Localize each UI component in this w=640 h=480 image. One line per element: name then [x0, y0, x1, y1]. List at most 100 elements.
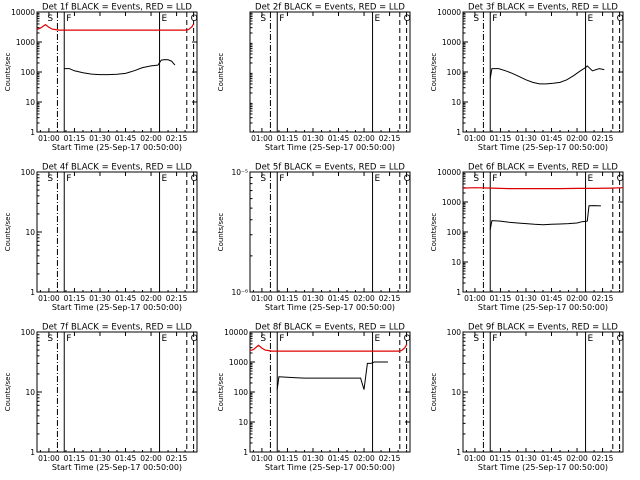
marker-letter-e: E — [588, 334, 594, 344]
x-tick-label: 01:30 — [302, 294, 324, 303]
detector-panel-3: Det 3f BLACK = Events, RED = LLD 01:00 01:… — [430, 3, 624, 153]
x-axis-label: Start Time (25-Sep-17 00:50:00) — [478, 463, 608, 472]
y-tick-label: 100 — [447, 328, 462, 337]
y-tick-label: 1 — [30, 128, 35, 137]
marker-letter-s: S — [47, 174, 53, 184]
marker-letter-o: O — [404, 334, 411, 344]
x-tick-label: 02:00 — [140, 454, 162, 463]
marker-letter-o: O — [404, 174, 411, 184]
series-events-line — [64, 59, 176, 76]
x-axis-label: Start Time (25-Sep-17 00:50:00) — [265, 143, 395, 152]
y-axis-label: Counts/sec — [4, 53, 12, 92]
detector-panel-7: Det 7f BLACK = Events, RED = LLD 01:00 01:… — [4, 323, 198, 473]
series-lld-line — [36, 23, 195, 31]
y-tick-label: 1 — [456, 288, 461, 297]
marker-letter-s: S — [260, 174, 266, 184]
x-tick-label: 01:45 — [541, 134, 563, 143]
x-tick-label: 01:45 — [328, 454, 350, 463]
detector-panel-4: Det 4f BLACK = Events, RED = LLD 01:00 01:… — [4, 163, 198, 313]
x-tick-label: 01:00 — [251, 134, 273, 143]
x-tick-label: 01:30 — [515, 294, 537, 303]
marker-letter-s: S — [47, 14, 53, 24]
x-tick-label: 01:30 — [89, 454, 111, 463]
y-tick-label: 10000 — [437, 8, 461, 17]
marker-letter-o: O — [617, 14, 624, 24]
y-tick-label: 10⁻⁵ — [231, 168, 248, 177]
panel-title: Det 5f BLACK = Events, RED = LLD — [255, 163, 405, 173]
x-tick-label: 02:15 — [166, 294, 188, 303]
panel-title: Det 8f BLACK = Events, RED = LLD — [255, 323, 405, 333]
x-tick-label: 01:15 — [64, 294, 86, 303]
marker-letter-s: S — [473, 174, 479, 184]
x-tick-label: 01:15 — [277, 134, 299, 143]
series-events-line — [489, 65, 605, 85]
x-tick-label: 02:15 — [379, 134, 401, 143]
y-tick-label: 10000 — [11, 8, 35, 17]
marker-letter-s: S — [473, 14, 479, 24]
x-tick-label: 01:45 — [115, 134, 137, 143]
x-axis-label: Start Time (25-Sep-17 00:50:00) — [265, 463, 395, 472]
plot-frame — [36, 171, 198, 293]
y-axis-label: Counts/sec — [4, 373, 12, 412]
plot-frame — [36, 331, 198, 453]
y-tick-label: 10 — [451, 258, 461, 267]
x-tick-label: 01:00 — [464, 134, 486, 143]
marker-letter-e: E — [162, 334, 168, 344]
y-tick-label: 1 — [243, 448, 248, 457]
y-axis-label: Counts/sec — [217, 53, 225, 92]
y-tick-label: 1000 — [442, 198, 461, 207]
x-axis-label: Start Time (25-Sep-17 00:50:00) — [52, 303, 182, 312]
detector-panel-2: Det 2f BLACK = Events, RED = LLD 01:00 01:… — [217, 3, 411, 153]
x-tick-label: 02:15 — [379, 454, 401, 463]
detector-panel-9: Det 9f BLACK = Events, RED = LLD 01:00 01:… — [430, 323, 624, 473]
x-tick-label: 01:45 — [541, 454, 563, 463]
x-tick-label: 01:00 — [251, 294, 273, 303]
panel-title: Det 4f BLACK = Events, RED = LLD — [42, 163, 192, 173]
plot-frame — [249, 11, 411, 133]
marker-letter-f: F — [279, 14, 284, 24]
panel-title: Det 1f BLACK = Events, RED = LLD — [42, 3, 192, 13]
panel-title: Det 2f BLACK = Events, RED = LLD — [255, 3, 405, 13]
x-tick-label: 01:15 — [277, 454, 299, 463]
marker-letter-o: O — [617, 174, 624, 184]
panel-title: Det 3f BLACK = Events, RED = LLD — [468, 3, 618, 13]
marker-letter-f: F — [492, 174, 497, 184]
x-tick-label: 01:00 — [464, 294, 486, 303]
x-tick-label: 02:00 — [566, 454, 588, 463]
marker-letter-e: E — [588, 14, 594, 24]
y-tick-label: 10 — [25, 228, 35, 237]
y-tick-label: 10 — [238, 418, 248, 427]
y-tick-label: 1 — [30, 448, 35, 457]
marker-letter-f: F — [279, 334, 284, 344]
marker-letter-e: E — [375, 14, 381, 24]
marker-letter-e: E — [588, 174, 594, 184]
y-axis-label: Counts/sec — [4, 213, 12, 252]
x-tick-label: 01:30 — [89, 294, 111, 303]
x-tick-label: 01:45 — [328, 294, 350, 303]
x-tick-label: 02:00 — [353, 454, 375, 463]
x-tick-label: 02:00 — [566, 294, 588, 303]
marker-letter-f: F — [492, 14, 497, 24]
x-axis-label: Start Time (25-Sep-17 00:50:00) — [52, 463, 182, 472]
x-tick-label: 02:00 — [566, 134, 588, 143]
marker-letter-f: F — [66, 14, 71, 24]
x-tick-label: 01:15 — [64, 454, 86, 463]
plot-frame — [249, 171, 411, 293]
series-lld-line — [462, 187, 624, 190]
y-tick-label: 10 — [451, 388, 461, 397]
x-tick-label: 01:15 — [277, 294, 299, 303]
y-axis-label: Counts/sec — [430, 373, 438, 412]
panel-title: Det 6f BLACK = Events, RED = LLD — [468, 163, 618, 173]
x-tick-label: 01:30 — [89, 134, 111, 143]
x-tick-label: 01:45 — [115, 454, 137, 463]
y-tick-label: 100 — [447, 228, 462, 237]
x-axis-label: Start Time (25-Sep-17 00:50:00) — [52, 143, 182, 152]
marker-letter-o: O — [191, 174, 198, 184]
y-tick-label: 1000 — [16, 38, 35, 47]
x-tick-label: 02:15 — [166, 454, 188, 463]
x-tick-label: 01:45 — [541, 294, 563, 303]
x-tick-label: 02:15 — [592, 134, 614, 143]
x-tick-label: 01:00 — [464, 454, 486, 463]
y-tick-label: 1000 — [229, 358, 248, 367]
